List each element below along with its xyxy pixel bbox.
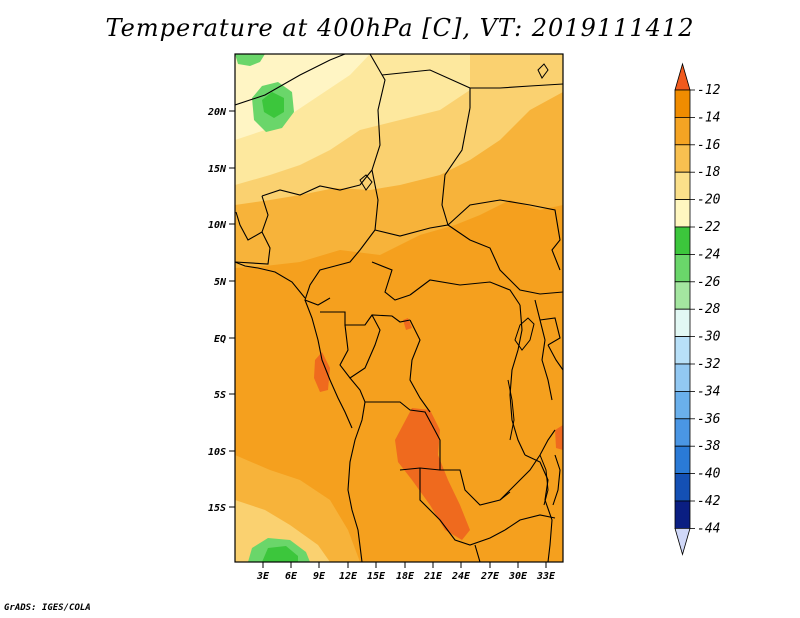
colorbar-segment — [674, 473, 691, 502]
lon-label: 9E — [313, 571, 326, 582]
lat-label: 10N — [208, 220, 227, 231]
colorbar-min-triangle — [674, 528, 691, 556]
temperature-band-12-a — [395, 408, 470, 540]
colorbar-label: -24 — [697, 247, 720, 262]
lon-label: 21E — [423, 571, 443, 582]
colorbar-label: -22 — [697, 220, 721, 235]
lon-label: 30E — [508, 571, 528, 582]
colorbar-segment — [674, 390, 691, 420]
temperature-band-24-south-b — [262, 546, 298, 562]
lat-label: 5S — [214, 390, 226, 401]
lon-label: 33E — [536, 571, 556, 582]
colorbar-label: -44 — [697, 521, 720, 536]
temperature-band-12-b — [314, 352, 330, 392]
colorbar-label: -26 — [697, 275, 721, 290]
temperature-band-24-north-c — [262, 92, 284, 118]
lat-label: EQ — [214, 334, 226, 345]
colorbar-label: -42 — [697, 494, 721, 509]
temperature-field — [235, 54, 563, 562]
lon-label: 6E — [285, 571, 298, 582]
colorbar-label: -36 — [697, 412, 721, 427]
colorbar-segment — [674, 281, 691, 310]
colorbar-segment — [674, 89, 691, 118]
lat-label: 5N — [214, 277, 227, 288]
colorbar-label: -30 — [697, 330, 721, 345]
colorbar-segment — [674, 500, 691, 529]
colorbar-label: -38 — [697, 439, 721, 454]
map-frame — [234, 53, 564, 563]
lake-tanganyika — [507, 379, 515, 441]
colorbar-label: -18 — [697, 165, 721, 180]
colorbar-segment — [674, 445, 691, 475]
colorbar: -12 -14 -16 -18 -20 -22 -24 -26 -28 -30 -32 -34 -36 -… — [674, 62, 721, 556]
colorbar-segment — [674, 336, 691, 365]
lat-label: 10S — [208, 447, 226, 458]
colorbar-label: -20 — [697, 193, 721, 208]
lon-label: 12E — [339, 571, 358, 582]
lon-label: 18E — [396, 571, 415, 582]
colorbar-label: -32 — [697, 357, 721, 372]
colorbar-segment — [674, 117, 691, 146]
latitude-axis: 20N 15N 10N 5N EQ 5S 10S 15S — [207, 107, 235, 514]
colorbar-label: -16 — [697, 138, 721, 153]
map-title: Temperature at 400hPa [C], VT: 201911141… — [105, 14, 695, 42]
lon-label: 24E — [451, 571, 471, 582]
lat-label: 15S — [208, 503, 226, 514]
lake-malawi — [539, 454, 549, 506]
coast-detail — [537, 63, 549, 79]
colorbar-label: -34 — [697, 384, 720, 399]
colorbar-segment — [674, 171, 691, 200]
lake-victoria — [514, 317, 535, 351]
colorbar-segment — [674, 226, 691, 255]
colorbar-segment — [674, 363, 691, 392]
colorbar-segment — [674, 418, 691, 447]
lat-label: 20N — [207, 107, 227, 118]
colorbar-label: -12 — [697, 83, 721, 98]
lon-label: 27E — [480, 571, 500, 582]
temperature-band-24-north — [235, 54, 265, 66]
colorbar-segment — [674, 144, 691, 173]
country-borders — [235, 54, 563, 562]
colorbar-label: -28 — [697, 302, 721, 317]
lake-chad — [359, 174, 373, 191]
colorbar-segment — [674, 199, 691, 228]
longitude-axis: 3E 6E 9E 12E 15E 18E 21E 24E 27E 30E 33E — [256, 562, 556, 582]
lake-outlines — [359, 63, 549, 506]
lon-label: 15E — [367, 571, 386, 582]
colorbar-label: -40 — [697, 467, 721, 482]
temperature-band-12-d — [555, 425, 563, 450]
colorbar-label: -14 — [697, 110, 720, 125]
colorbar-max-triangle — [674, 62, 691, 91]
colorbar-segment — [674, 308, 691, 338]
lon-label: 3E — [256, 571, 270, 582]
credit-label: GrADS: IGES/COLA — [4, 603, 91, 613]
colorbar-segment — [674, 253, 691, 283]
lat-label: 15N — [208, 164, 227, 175]
